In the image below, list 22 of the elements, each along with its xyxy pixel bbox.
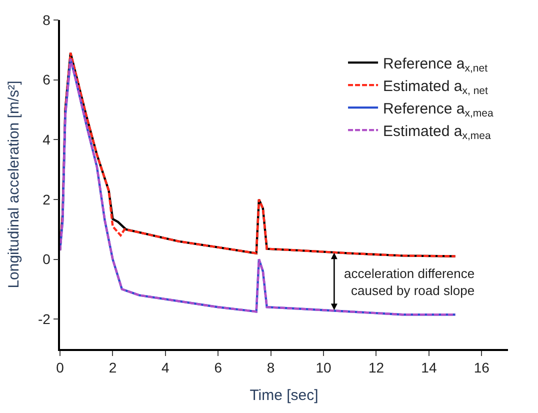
legend-label: Reference a$_{x,net}$ <box>383 55 488 75</box>
x-tick-label: 14 <box>421 360 437 376</box>
annotation: acceleration difference caused by road slope <box>344 266 475 298</box>
legend-label: Reference a$_{x,mea}$ <box>383 100 494 120</box>
y-tick-label: 0 <box>42 251 51 268</box>
y-tick-label: 6 <box>42 72 51 88</box>
x-tick-label: 4 <box>162 360 170 376</box>
legend-label: Estimated a$_{x,mea}$ <box>383 122 492 142</box>
x-tick-label: 0 <box>56 360 64 376</box>
x-axis-title: Time [sec] <box>250 387 318 404</box>
legend-label: Estimated a$_{x, net}$ <box>383 78 488 98</box>
y-tick-label: 8 <box>42 12 51 28</box>
x-tick-label: 2 <box>108 360 117 376</box>
y-axis-title: Longitudinal acceleration [m/s²] <box>6 80 23 288</box>
x-tick-label: 10 <box>316 360 332 376</box>
y-tick-label: 4 <box>42 132 51 148</box>
x-tick-label: 12 <box>368 360 384 376</box>
y-tick-label: 2 <box>42 191 51 208</box>
y-tick-label: -2 <box>38 310 51 327</box>
x-tick-label: 16 <box>474 360 490 376</box>
x-tick-label: 6 <box>214 360 222 376</box>
x-tick-label: 8 <box>266 360 275 376</box>
